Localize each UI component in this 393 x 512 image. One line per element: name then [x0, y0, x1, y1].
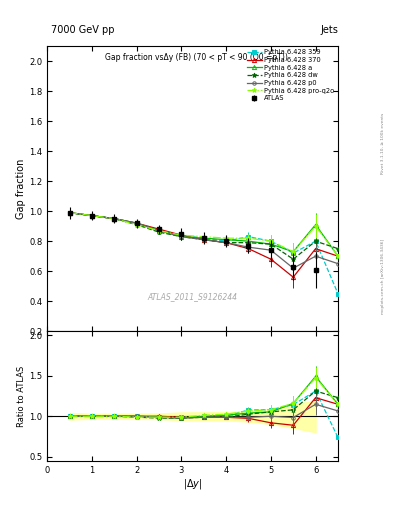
Line: Pythia 6.428 dw: Pythia 6.428 dw	[67, 210, 340, 262]
Pythia 6.428 a	[112, 216, 117, 222]
Pythia 6.428 p0	[336, 261, 340, 267]
Pythia 6.428 pro-q2o	[157, 228, 162, 234]
Pythia 6.428 a	[179, 233, 184, 240]
Y-axis label: Ratio to ATLAS: Ratio to ATLAS	[17, 366, 26, 426]
Pythia 6.428 p0	[268, 247, 273, 253]
Pythia 6.428 370	[157, 226, 162, 232]
Text: Gap fraction vsΔy (FB) (70 < pT < 90 (Q0 =̅pT)): Gap fraction vsΔy (FB) (70 < pT < 90 (Q0…	[105, 53, 288, 62]
Pythia 6.428 pro-q2o	[179, 232, 184, 238]
Pythia 6.428 359	[336, 291, 340, 297]
Pythia 6.428 dw	[246, 240, 251, 246]
Pythia 6.428 dw	[291, 256, 296, 262]
Pythia 6.428 dw	[201, 237, 206, 243]
Pythia 6.428 p0	[291, 265, 296, 271]
Pythia 6.428 dw	[268, 241, 273, 247]
Pythia 6.428 a	[90, 212, 94, 219]
Pythia 6.428 a	[313, 222, 318, 228]
Pythia 6.428 370	[268, 256, 273, 262]
Pythia 6.428 pro-q2o	[268, 238, 273, 244]
Line: Pythia 6.428 a: Pythia 6.428 a	[68, 210, 340, 258]
Pythia 6.428 370	[291, 274, 296, 280]
Pythia 6.428 370	[224, 240, 228, 246]
Pythia 6.428 a	[336, 253, 340, 259]
Pythia 6.428 a	[246, 238, 251, 244]
Pythia 6.428 dw	[112, 216, 117, 222]
Pythia 6.428 370	[179, 232, 184, 238]
Line: Pythia 6.428 pro-q2o: Pythia 6.428 pro-q2o	[67, 210, 340, 259]
Pythia 6.428 a	[224, 237, 228, 243]
Pythia 6.428 p0	[67, 209, 72, 216]
Pythia 6.428 a	[67, 209, 72, 216]
Text: 7000 GeV pp: 7000 GeV pp	[51, 25, 115, 35]
Text: ATLAS_2011_S9126244: ATLAS_2011_S9126244	[147, 292, 238, 302]
Pythia 6.428 pro-q2o	[336, 253, 340, 259]
Pythia 6.428 pro-q2o	[112, 216, 117, 222]
Pythia 6.428 359	[67, 209, 72, 216]
Pythia 6.428 pro-q2o	[201, 233, 206, 240]
Line: Pythia 6.428 p0: Pythia 6.428 p0	[68, 211, 340, 270]
Pythia 6.428 p0	[246, 244, 251, 250]
Pythia 6.428 359	[90, 212, 94, 219]
Pythia 6.428 dw	[67, 209, 72, 216]
Text: Jets: Jets	[320, 25, 338, 35]
Pythia 6.428 p0	[112, 216, 117, 222]
Pythia 6.428 dw	[224, 240, 228, 246]
Pythia 6.428 dw	[336, 246, 340, 252]
Pythia 6.428 pro-q2o	[224, 235, 228, 241]
Pythia 6.428 359	[291, 250, 296, 256]
Pythia 6.428 dw	[157, 229, 162, 235]
Pythia 6.428 p0	[179, 233, 184, 240]
Line: Pythia 6.428 359: Pythia 6.428 359	[68, 211, 340, 295]
Line: Pythia 6.428 370: Pythia 6.428 370	[68, 210, 340, 279]
Pythia 6.428 p0	[134, 220, 139, 226]
Pythia 6.428 370	[112, 216, 117, 222]
Pythia 6.428 370	[67, 209, 72, 216]
Pythia 6.428 p0	[224, 240, 228, 246]
Pythia 6.428 370	[90, 212, 94, 219]
Pythia 6.428 359	[157, 228, 162, 234]
Pythia 6.428 359	[268, 238, 273, 244]
Text: Rivet 3.1.10, ≥ 100k events: Rivet 3.1.10, ≥ 100k events	[381, 113, 385, 174]
Pythia 6.428 359	[112, 216, 117, 222]
Pythia 6.428 359	[313, 238, 318, 244]
Pythia 6.428 pro-q2o	[246, 235, 251, 241]
Pythia 6.428 a	[201, 235, 206, 241]
Pythia 6.428 dw	[179, 233, 184, 240]
Pythia 6.428 370	[246, 246, 251, 252]
Pythia 6.428 370	[336, 253, 340, 259]
Pythia 6.428 359	[134, 220, 139, 226]
Pythia 6.428 pro-q2o	[291, 249, 296, 255]
Pythia 6.428 a	[268, 241, 273, 247]
Pythia 6.428 pro-q2o	[67, 209, 72, 216]
Pythia 6.428 dw	[313, 238, 318, 244]
Pythia 6.428 359	[224, 238, 228, 244]
Pythia 6.428 p0	[90, 212, 94, 219]
Pythia 6.428 a	[134, 220, 139, 226]
Pythia 6.428 359	[201, 235, 206, 241]
Y-axis label: Gap fraction: Gap fraction	[16, 158, 26, 219]
Pythia 6.428 359	[179, 232, 184, 238]
X-axis label: $|\Delta y|$: $|\Delta y|$	[183, 477, 202, 492]
Pythia 6.428 dw	[134, 222, 139, 228]
Pythia 6.428 dw	[90, 212, 94, 219]
Pythia 6.428 p0	[157, 228, 162, 234]
Text: mcplots.cern.ch [arXiv:1306.3436]: mcplots.cern.ch [arXiv:1306.3436]	[381, 239, 385, 314]
Pythia 6.428 370	[313, 246, 318, 252]
Pythia 6.428 p0	[313, 253, 318, 259]
Pythia 6.428 370	[201, 237, 206, 243]
Pythia 6.428 370	[134, 220, 139, 226]
Pythia 6.428 p0	[201, 237, 206, 243]
Pythia 6.428 a	[157, 228, 162, 234]
Pythia 6.428 pro-q2o	[90, 212, 94, 219]
Pythia 6.428 359	[246, 233, 251, 240]
Pythia 6.428 a	[291, 249, 296, 255]
Legend: Pythia 6.428 359, Pythia 6.428 370, Pythia 6.428 a, Pythia 6.428 dw, Pythia 6.42: Pythia 6.428 359, Pythia 6.428 370, Pyth…	[246, 48, 336, 103]
Pythia 6.428 pro-q2o	[134, 222, 139, 228]
Pythia 6.428 pro-q2o	[313, 223, 318, 229]
